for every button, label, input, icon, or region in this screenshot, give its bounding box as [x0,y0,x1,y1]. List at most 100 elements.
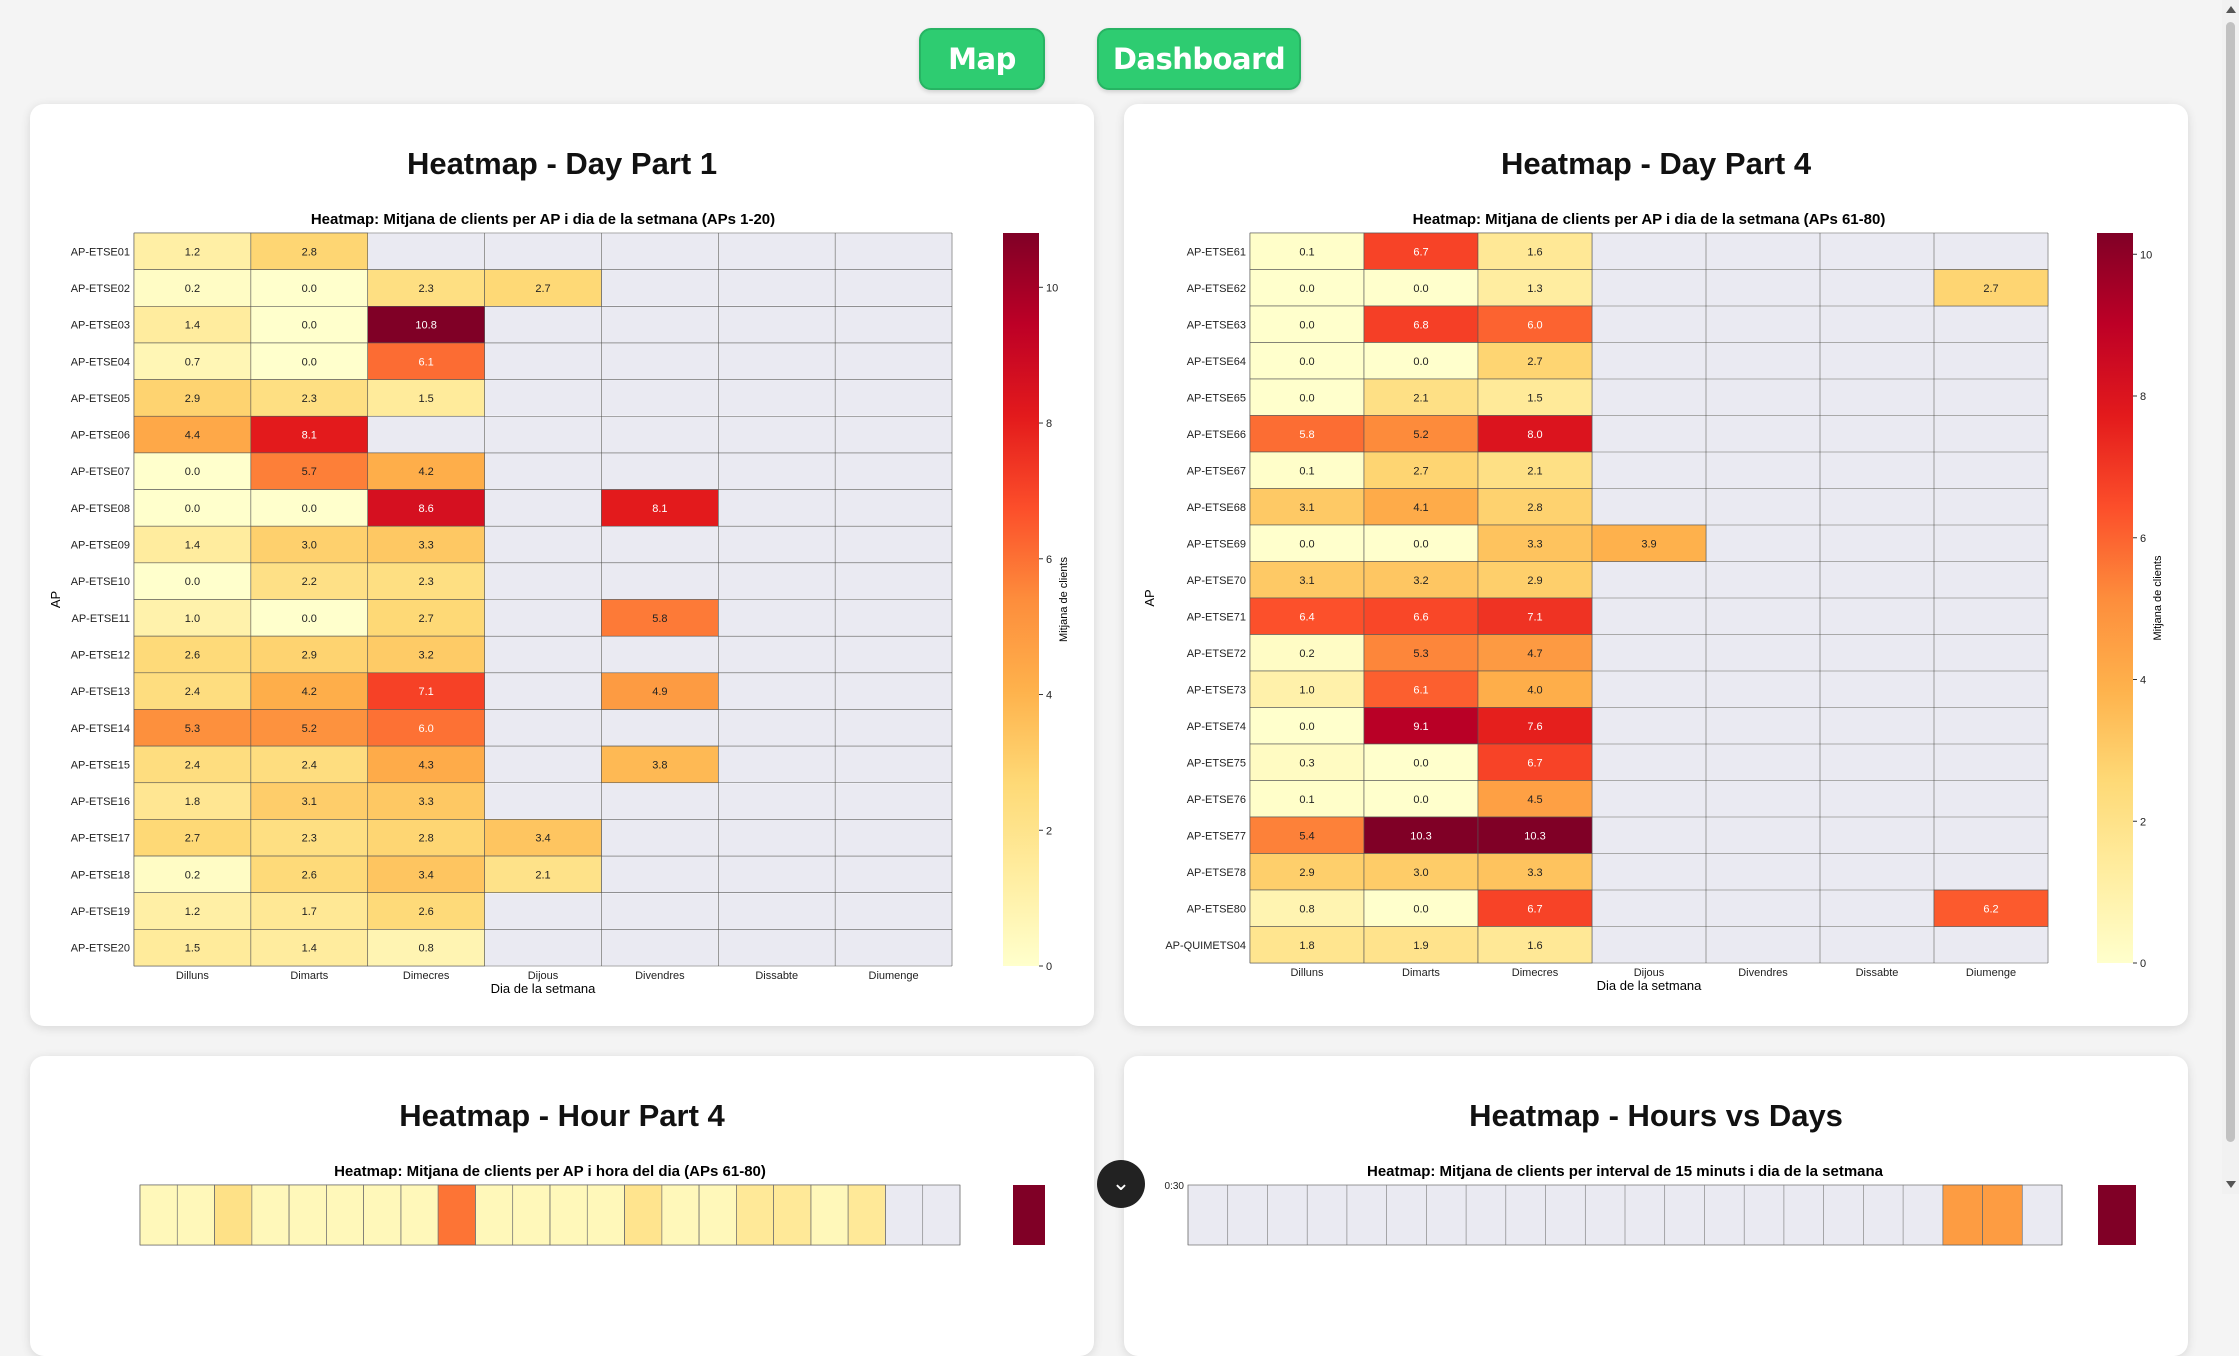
cell-value-label: 1.5 [185,943,200,955]
cell-value-label: 3.0 [1413,867,1428,879]
heatmap-chart-day-part-4: Heatmap: Mitjana de clients per AP i dia… [1142,211,2164,993]
colorbar-tick-label: 8 [1046,418,1052,430]
cell-value-label: 1.2 [185,246,200,258]
heatmap-cell [624,1184,663,1246]
heatmap-cell [250,635,369,674]
cell-value-label: 2.9 [1299,867,1314,879]
cell-value-label: 6.7 [1527,903,1542,915]
map-button[interactable]: Map [919,28,1045,90]
heatmap-cell [133,306,252,344]
cell-value-label: 5.3 [185,723,200,735]
heatmap-cell [1477,780,1593,818]
x-tick-label: Dijous [1634,967,1665,979]
cell-value-label: 0.0 [185,466,200,478]
cell-value-label: 2.6 [302,869,317,881]
heatmap-cell [1477,269,1593,307]
cell-value-label: 5.8 [652,613,667,625]
heatmap-cell [1249,415,1365,453]
y-tick-label: AP-ETSE75 [1187,757,1246,769]
y-tick-label: AP-ETSE74 [1187,721,1246,733]
heatmap-cell [475,1184,514,1246]
y-tick-label: AP-ETSE80 [1187,903,1246,915]
cell-value-label: 2.3 [418,576,433,588]
heatmap-cell [1249,232,1365,270]
cell-value-label: 1.6 [1527,940,1542,952]
cell-value-label: 2.8 [1527,502,1542,514]
cell-value-label: 1.8 [185,796,200,808]
heatmap-cell [133,562,252,600]
cell-value-label: 0.2 [185,283,200,295]
heatmap-cell [736,1184,774,1246]
cell-value-label: 0.8 [1299,903,1314,915]
y-tick-label: AP-ETSE71 [1187,611,1246,623]
chart-title: Heatmap: Mitjana de clients per AP i dia… [1413,211,1886,228]
cell-value-label: 1.4 [302,943,317,955]
cell-value-label: 2.7 [1983,283,1998,295]
cell-value-label: 0.0 [302,283,317,295]
cell-value-label: 2.3 [302,393,317,405]
cell-value-label: 0.7 [185,356,200,368]
dashboard-button[interactable]: Dashboard [1097,28,1301,90]
heatmap-cell [250,269,369,307]
cell-value-label: 5.7 [302,466,317,478]
scroll-down-button[interactable]: ⌄ [1097,1160,1145,1208]
x-tick-label: Diumenge [1966,967,2016,979]
x-tick-label: Dissabte [755,970,798,982]
heatmap-cell [250,415,369,454]
cell-value-label: 2.7 [535,283,550,295]
cell-value-label: 6.0 [1527,319,1542,331]
x-tick-label: Dimarts [1402,967,1440,979]
heatmap-card-hour-part-4: Heatmap - Hour Part 4 Heatmap: Mitjana d… [30,1056,1094,1356]
y-tick-label: AP-ETSE13 [71,686,130,698]
colorbar-tick-label: 0 [1046,961,1052,973]
cell-value-label: 5.3 [1413,648,1428,660]
colorbar [1003,233,1039,966]
cell-value-label: 2.4 [185,759,200,771]
cell-value-label: 4.7 [1527,648,1542,660]
heatmap-cell [367,745,485,784]
cell-value-label: 0.0 [302,503,317,515]
heatmap-cell [1249,926,1365,964]
cell-value-label: 6.8 [1413,319,1428,331]
page-scrollbar[interactable] [2222,0,2239,1194]
x-tick-label: Dimarts [290,970,328,982]
scrollbar-thumb[interactable] [2226,22,2235,1142]
heatmap-cell [1477,451,1593,489]
cell-value-label: 6.6 [1413,611,1428,623]
heatmap-cell [773,1184,812,1246]
heatmap-cell [363,1184,402,1246]
heatmap-cell [1249,889,1365,927]
heatmap-cell [1477,853,1593,891]
heatmap-cell [250,232,369,270]
scroll-up-arrow-icon[interactable] [2226,6,2236,13]
cell-value-label: 3.0 [302,540,317,552]
cell-value-label: 0.0 [185,503,200,515]
cell-value-label: 2.1 [1527,465,1542,477]
heatmap-cell [250,379,369,417]
heatmap-cell [810,1184,849,1246]
cell-value-label: 4.3 [418,759,433,771]
heatmap-cell [367,929,485,967]
heatmap-cell [250,562,369,600]
cell-value-label: 1.5 [1527,392,1542,404]
cell-value-label: 2.3 [302,833,317,845]
heatmap-cell [601,599,719,637]
heatmap-cell [1249,342,1365,380]
y-tick-label: AP-ETSE65 [1187,392,1246,404]
cell-value-label: 4.2 [302,686,317,698]
scroll-down-arrow-icon[interactable] [2226,1181,2236,1188]
y-tick-label: AP-ETSE20 [71,943,130,955]
y-tick-label: AP-ETSE73 [1187,684,1246,696]
heatmap-cell [1249,269,1365,307]
chart-title: Heatmap: Mitjana de clients per AP i hor… [334,1163,766,1180]
y-tick-label: AP-ETSE17 [71,833,130,845]
heatmap-cell [1363,780,1479,818]
cell-value-label: 3.3 [418,796,433,808]
cell-value-label: 2.1 [535,869,550,881]
heatmap-cell [1249,524,1365,562]
heatmap-cell [1249,670,1365,708]
cell-value-label: 3.3 [1527,538,1542,550]
card-title: Heatmap - Hour Part 4 [399,1098,725,1133]
heatmap-cell [367,855,485,893]
cell-value-label: 6.7 [1527,757,1542,769]
